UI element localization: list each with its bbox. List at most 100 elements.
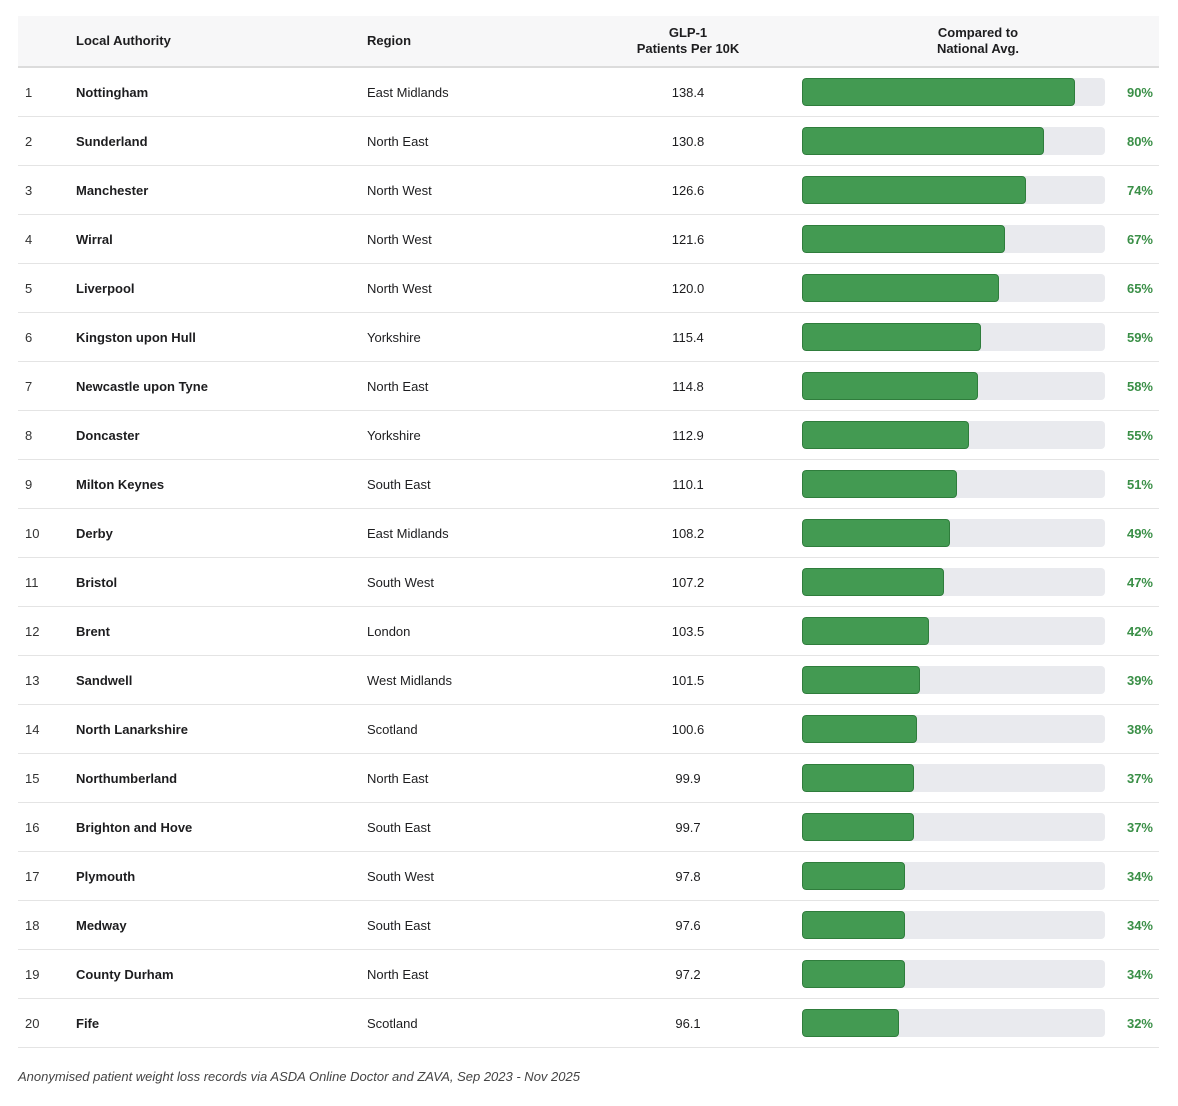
rank-cell: 4 — [25, 231, 33, 247]
table-row: 12 Brent London 103.5 42% — [18, 607, 1159, 656]
comparison-bar-cell — [802, 852, 1105, 900]
table-row: 7 Newcastle upon Tyne North East 114.8 58% — [18, 362, 1159, 411]
comparison-bar-fill — [802, 960, 906, 988]
table-row: 4 Wirral North West 121.6 67% — [18, 215, 1159, 264]
rank-cell: 3 — [25, 182, 33, 198]
rank-cell: 20 — [25, 1015, 40, 1031]
comparison-bar-cell — [802, 607, 1105, 655]
comparison-bar-cell — [802, 313, 1105, 361]
comparison-bar-fill — [802, 1009, 899, 1037]
table-row: 10 Derby East Midlands 108.2 49% — [18, 509, 1159, 558]
comparison-percent: 58% — [1126, 378, 1153, 394]
header-glp1-patients[interactable]: GLP-1 Patients Per 10K — [618, 16, 758, 66]
authority-cell: Fife — [76, 1015, 100, 1031]
rank-cell: 17 — [25, 868, 40, 884]
authority-cell: Milton Keynes — [76, 476, 165, 492]
table-row: 5 Liverpool North West 120.0 65% — [18, 264, 1159, 313]
authority-cell: Northumberland — [76, 770, 178, 786]
authority-cell: Sunderland — [76, 133, 148, 149]
comparison-bar-track — [802, 127, 1105, 155]
comparison-bar-cell — [802, 215, 1105, 263]
rank-cell: 13 — [25, 672, 40, 688]
region-cell: South East — [367, 917, 431, 933]
authority-cell: County Durham — [76, 966, 174, 982]
comparison-bar-fill — [802, 519, 951, 547]
comparison-percent: 39% — [1126, 672, 1153, 688]
comparison-bar-cell — [802, 68, 1105, 116]
comparison-bar-track — [802, 911, 1105, 939]
comparison-percent: 37% — [1126, 819, 1153, 835]
comparison-bar-fill — [802, 470, 957, 498]
comparison-bar-fill — [802, 568, 945, 596]
authority-cell: Wirral — [76, 231, 113, 247]
comparison-bar-fill — [802, 176, 1027, 204]
comparison-bar-fill — [802, 813, 915, 841]
comparison-bar-cell — [802, 754, 1105, 802]
rank-cell: 11 — [25, 574, 39, 590]
comparison-bar-fill — [802, 862, 906, 890]
comparison-bar-track — [802, 78, 1105, 106]
patients-per-10k-cell: 103.5 — [671, 623, 705, 639]
table-row: 17 Plymouth South West 97.8 34% — [18, 852, 1159, 901]
region-cell: Scotland — [367, 721, 418, 737]
comparison-bar-fill — [802, 911, 906, 939]
authority-cell: Newcastle upon Tyne — [76, 378, 208, 394]
patients-per-10k-cell: 120.0 — [671, 280, 705, 296]
authority-cell: Brighton and Hove — [76, 819, 193, 835]
authority-cell: Manchester — [76, 182, 149, 198]
rank-cell: 16 — [25, 819, 40, 835]
patients-per-10k-cell: 99.9 — [675, 770, 701, 786]
comparison-percent: 47% — [1126, 574, 1153, 590]
comparison-bar-fill — [802, 421, 969, 449]
source-footnote: Anonymised patient weight loss records v… — [18, 1069, 580, 1084]
comparison-bar-track — [802, 617, 1105, 645]
region-cell: North West — [367, 182, 432, 198]
comparison-percent: 55% — [1126, 427, 1153, 443]
comparison-bar-track — [802, 225, 1105, 253]
comparison-bar-track — [802, 813, 1105, 841]
rank-cell: 8 — [25, 427, 33, 443]
comparison-percent: 34% — [1126, 917, 1153, 933]
authority-cell: Nottingham — [76, 84, 149, 100]
comparison-percent: 37% — [1126, 770, 1153, 786]
header-compared-national[interactable]: Compared to National Avg. — [898, 16, 1058, 66]
rank-cell: 2 — [25, 133, 33, 149]
region-cell: Scotland — [367, 1015, 418, 1031]
patients-per-10k-cell: 121.6 — [671, 231, 705, 247]
patients-per-10k-cell: 99.7 — [675, 819, 701, 835]
comparison-bar-cell — [802, 999, 1105, 1047]
comparison-bar-track — [802, 764, 1105, 792]
patients-per-10k-cell: 97.6 — [675, 917, 701, 933]
table-row: 19 County Durham North East 97.2 34% — [18, 950, 1159, 999]
header-local-authority[interactable]: Local Authority — [76, 33, 171, 48]
comparison-percent: 49% — [1126, 525, 1153, 541]
region-cell: North East — [367, 770, 429, 786]
authority-cell: Plymouth — [76, 868, 136, 884]
table-row: 2 Sunderland North East 130.8 80% — [18, 117, 1159, 166]
table-row: 11 Bristol South West 107.2 47% — [18, 558, 1159, 607]
region-cell: East Midlands — [367, 525, 449, 541]
comparison-bar-track — [802, 274, 1105, 302]
header-region[interactable]: Region — [367, 33, 412, 48]
patients-per-10k-cell: 114.8 — [672, 378, 704, 394]
comparison-bar-cell — [802, 411, 1105, 459]
region-cell: North West — [367, 231, 432, 247]
patients-per-10k-cell: 130.8 — [671, 133, 705, 149]
comparison-bar-track — [802, 715, 1105, 743]
comparison-bar-cell — [802, 264, 1105, 312]
comparison-bar-track — [802, 323, 1105, 351]
rank-cell: 7 — [25, 378, 33, 394]
region-cell: South West — [367, 574, 434, 590]
comparison-percent: 34% — [1126, 868, 1153, 884]
comparison-bar-cell — [802, 950, 1105, 998]
authority-cell: North Lanarkshire — [76, 721, 188, 737]
patients-per-10k-cell: 115.4 — [672, 329, 704, 345]
patients-per-10k-cell: 126.6 — [671, 182, 705, 198]
patients-per-10k-cell: 97.2 — [675, 966, 701, 982]
comparison-percent: 34% — [1126, 966, 1153, 982]
comparison-percent: 59% — [1126, 329, 1153, 345]
comparison-bar-fill — [802, 323, 981, 351]
authority-cell: Medway — [76, 917, 127, 933]
region-cell: London — [367, 623, 411, 639]
table-row: 16 Brighton and Hove South East 99.7 37% — [18, 803, 1159, 852]
